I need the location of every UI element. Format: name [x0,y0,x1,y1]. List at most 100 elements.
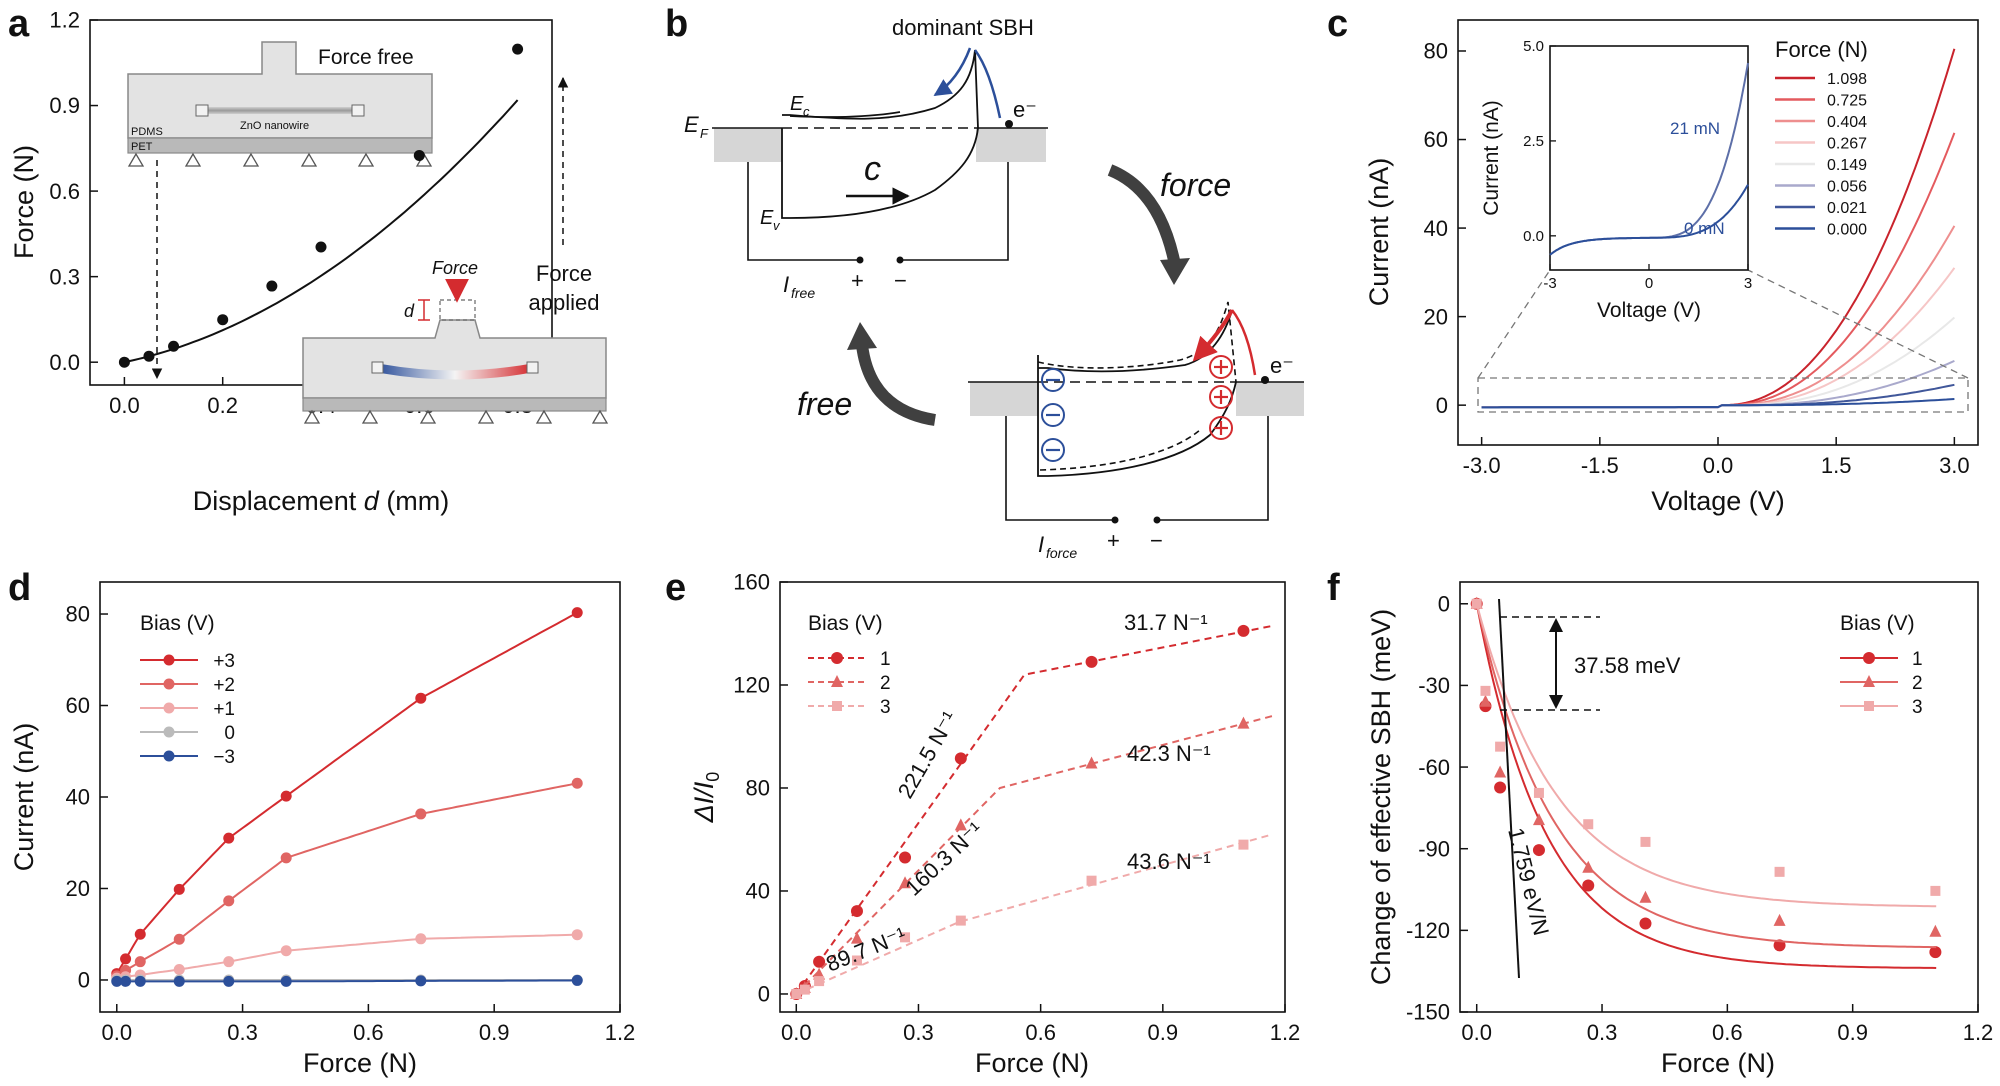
inset-c: -3 0 3 0.0 2.5 5.0 21 mN 0 mN Voltage (V) Cur… [1480,38,1752,322]
x-tick-label: 1.2 [605,1020,636,1045]
data-point [832,701,842,711]
c-axis-label: c [864,150,881,188]
legend-entry: 0 [224,723,235,744]
x-tick-label: 0.6 [353,1020,384,1045]
data-point [118,356,130,368]
ticks-e: 0.0 0.3 0.6 0.9 1.2 0 40 80 120 160 [733,570,1300,1045]
y-tick-label: -120 [1406,918,1450,943]
data-point [1532,844,1545,857]
data-point [851,955,862,966]
iv-curve [1481,398,1955,409]
x-tick-label: 0.3 [227,1020,258,1045]
legend-f: Bias (V) 1 2 3 [1840,612,1923,718]
y-tick-label: 80 [746,776,770,801]
slope-label: 221.5 N⁻¹ [893,707,963,803]
xlabel-c: Voltage (V) [1651,486,1785,516]
x-tick-label: 0.0 [101,1020,132,1045]
force-displacement-curve [124,99,519,364]
support-triangles-top [127,152,433,167]
ec-sub: c [803,104,810,119]
data-point [1864,701,1874,711]
schematic-force-free: Force free ZnO nanowire PDMS PET [127,41,433,167]
legend-entry: 0.021 [1827,200,1867,217]
series-line [116,979,579,983]
xlabel-d: Force (N) [303,1048,417,1078]
support-triangle [477,409,495,424]
x-tick-label: 0.0 [781,1020,812,1045]
data-point [814,976,825,987]
zoom-box [1477,377,1969,413]
ev-sub: v [773,218,781,233]
nanowire-label: ZnO nanowire [240,120,309,132]
series-e [790,624,1274,1000]
legend-d: Bias (V) +3 +2 +1 0 −3 [140,612,235,768]
data-point [1929,924,1942,937]
data-point [415,808,427,820]
data-point [1238,839,1249,850]
x-tick-label: 0.9 [1148,1020,1179,1045]
legend-marker [163,654,175,666]
data-point [1479,694,1492,707]
data-point [134,956,146,968]
legend-marker [163,702,175,714]
y-tick-label: 160 [733,570,770,595]
fit-curve [1475,603,1937,908]
plus-top: + [851,268,864,293]
legend-entry: 0.149 [1827,157,1867,174]
y-tick-label: -150 [1406,1000,1450,1025]
data-point [223,975,235,987]
force-free-label: Force free [318,46,414,69]
data-point [571,974,583,986]
panel-label-a: a [8,3,30,45]
ticks-c: -3.0 -1.5 0.0 1.5 3.0 0 20 40 60 80 [1424,39,1970,478]
support-triangle [535,409,553,424]
data-point [1639,917,1652,930]
data-point [280,790,292,802]
slope-label: 43.6 N⁻¹ [1127,849,1211,874]
force-label: force [1160,167,1231,203]
support-triangle [242,152,260,167]
data-point [1494,765,1507,778]
support-triangle [184,152,202,167]
data-point [954,752,967,765]
data-point [266,280,278,292]
data-point [1640,836,1651,847]
data-point [1532,813,1545,826]
support-triangle [303,409,321,424]
inset-curve [1549,184,1749,256]
legend-entry: 1 [1912,649,1923,670]
x-tick-label: 0.6 [1025,1020,1056,1045]
data-point [1494,781,1507,794]
ylabel-d: Current (nA) [9,723,39,872]
series-d [111,607,583,987]
data-point [1085,756,1098,769]
data-point [1533,787,1544,798]
y-tick-label: 80 [1424,39,1448,64]
x-tick-label: 0.2 [207,393,238,418]
force-displacement-points [118,43,524,368]
positive-charge-icon [1209,385,1233,409]
positive-charge-icon [1209,355,1233,379]
inset-x-tick-label: 0 [1645,275,1653,292]
negative-charge-icon [1041,403,1065,427]
legend-entry: 3 [1912,697,1923,718]
data-point [415,975,427,987]
y-tick-label: -30 [1418,673,1450,698]
data-point [134,975,146,987]
ec-label: E [790,93,804,115]
electron-label-bottom: e⁻ [1270,353,1294,378]
xlabel-f: Force (N) [1661,1048,1775,1078]
data-point [571,929,583,941]
svg-text:ΔI/I0: ΔI/I0 [689,772,723,824]
free-label: free [797,386,852,422]
ticks-d: 0.0 0.3 0.6 0.9 1.2 0 20 40 60 80 [66,602,636,1045]
inset-ticks: -3 0 3 0.0 2.5 5.0 [1523,38,1752,292]
legend-marker [163,726,175,738]
legend-entry: 2 [880,673,891,694]
legend-marker [163,678,175,690]
fit-curve [1475,603,1937,949]
data-point [1774,866,1785,877]
negative-charge-icon [1041,438,1065,462]
data-point [899,851,912,864]
